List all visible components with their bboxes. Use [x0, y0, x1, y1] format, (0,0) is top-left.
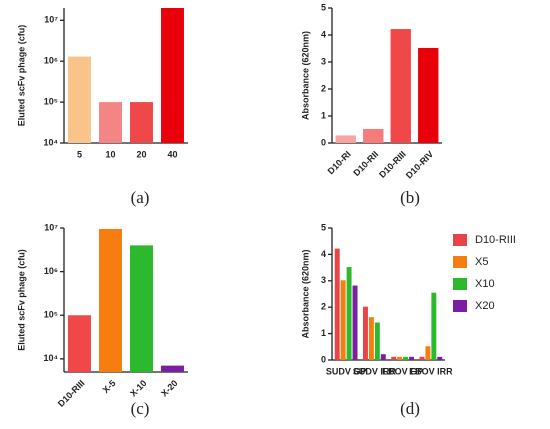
- panel-label: (c): [131, 399, 150, 418]
- bar: [340, 280, 346, 360]
- y-tick-label: 0: [321, 354, 326, 364]
- y-tick-label: 10⁴: [44, 353, 58, 363]
- x-tick-label: SUDV GP: [326, 366, 367, 376]
- x-tick-label: D10-RIII: [377, 149, 408, 180]
- x-tick-label: 40: [167, 149, 177, 159]
- y-tick-label: 3: [321, 56, 326, 66]
- bar: [161, 8, 184, 143]
- panel-label: (d): [400, 399, 420, 418]
- y-tick-label: 5: [321, 2, 326, 12]
- bar: [335, 135, 356, 143]
- bar: [368, 317, 374, 360]
- y-tick-label: 3: [321, 275, 326, 285]
- legend-label: X10: [475, 278, 495, 290]
- bar: [419, 356, 425, 360]
- y-tick-label: 0: [321, 137, 326, 147]
- y-tick-label: 10⁵: [44, 310, 58, 320]
- bar: [68, 56, 91, 143]
- legend-swatch: [453, 234, 467, 246]
- legend-swatch: [453, 256, 467, 268]
- bar: [99, 102, 122, 143]
- x-tick-label: EBOV GP: [382, 366, 423, 376]
- x-tick-label: X-20: [159, 378, 180, 399]
- x-tick-label: X-5: [101, 378, 118, 395]
- bar: [390, 29, 411, 144]
- y-tick-label: 10⁵: [44, 96, 58, 106]
- y-tick-label: 10⁷: [44, 15, 58, 25]
- legend-label: X20: [475, 300, 495, 312]
- bar: [161, 365, 184, 372]
- x-tick-label: 20: [136, 149, 146, 159]
- bar: [391, 356, 397, 360]
- y-axis-label: Absorbance (620nm): [300, 249, 310, 338]
- x-tick-label: X-10: [128, 378, 149, 399]
- y-tick-label: 2: [321, 83, 326, 93]
- y-tick-label: 10⁷: [44, 222, 58, 232]
- panel-label: (b): [400, 188, 420, 207]
- bar: [397, 356, 403, 360]
- bar: [431, 292, 437, 360]
- legend-label: X5: [475, 256, 488, 268]
- y-tick-label: 5: [321, 222, 326, 232]
- x-tick-label: SUDV IRR: [353, 366, 397, 376]
- bar: [346, 267, 352, 360]
- legend-swatch: [453, 300, 467, 312]
- x-tick-label: D10-RII: [351, 149, 380, 178]
- x-tick-label: D10-RIII: [56, 378, 87, 409]
- y-axis-label: Eluted scFv phage (cfu): [16, 249, 26, 351]
- bar: [99, 228, 122, 372]
- y-tick-label: 4: [321, 29, 326, 39]
- bar: [130, 245, 153, 372]
- y-tick-label: 1: [321, 328, 326, 338]
- y-tick-label: 4: [321, 249, 326, 259]
- y-tick-label: 10⁶: [44, 56, 58, 66]
- y-tick-label: 2: [321, 302, 326, 312]
- bar: [363, 128, 384, 143]
- y-tick-label: 10⁴: [44, 137, 58, 147]
- bar: [334, 248, 340, 360]
- x-tick-label: EBOV IRR: [409, 366, 453, 376]
- y-axis-label: Eluted scFv phage (cfu): [16, 25, 26, 127]
- bar: [130, 102, 153, 143]
- bar: [363, 306, 368, 360]
- panel-label: (a): [131, 188, 150, 207]
- bar: [418, 47, 439, 143]
- bar: [352, 285, 358, 360]
- bar: [403, 356, 409, 360]
- x-tick-label: D10-RI: [326, 149, 353, 176]
- bar: [380, 354, 386, 360]
- legend-swatch: [453, 278, 467, 290]
- x-tick-label: 10: [105, 149, 115, 159]
- bar: [374, 322, 380, 360]
- y-tick-label: 10⁶: [44, 266, 58, 276]
- bar: [437, 356, 443, 360]
- bar: [409, 356, 414, 360]
- legend-label: D10-RIII: [475, 234, 516, 246]
- y-tick-label: 1: [321, 110, 326, 120]
- bar: [425, 346, 431, 360]
- x-tick-label: 5: [77, 149, 82, 159]
- x-tick-label: D10-RIV: [404, 149, 435, 180]
- y-axis-label: Absorbance (620nm): [300, 31, 310, 120]
- bar: [68, 315, 91, 372]
